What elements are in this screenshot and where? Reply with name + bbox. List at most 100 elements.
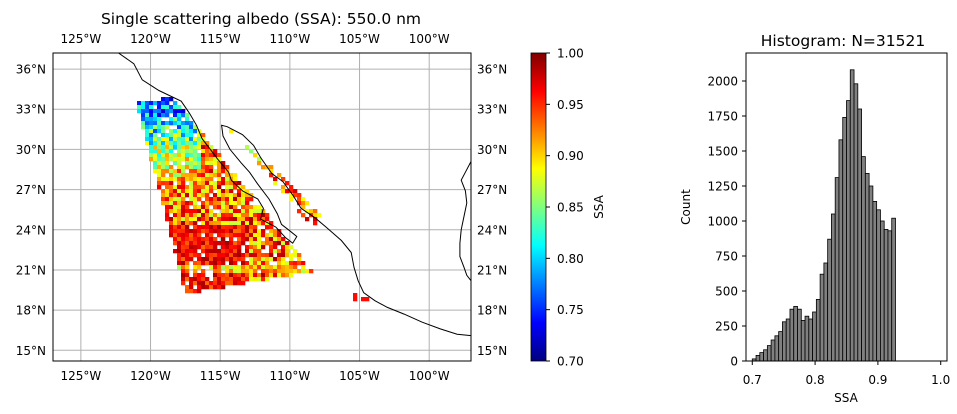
ssa-cell [313,217,318,222]
ssa-cell [205,285,210,290]
ssa-cell [233,181,238,186]
ssa-cell [233,253,238,258]
ssa-cell [217,173,222,178]
ssa-cell [209,213,214,218]
ssa-cell [193,173,198,178]
histogram-bar [883,228,889,362]
ssa-cell [185,141,190,146]
ssa-cell [273,245,278,250]
ssa-cell [185,157,190,162]
ssa-cell [217,273,222,278]
ssa-cell [197,177,202,182]
ssa-cell [173,249,178,254]
ssa-cell [213,157,218,162]
ssa-cell [173,121,178,126]
ssa-cell [221,201,226,206]
ssa-cell [165,169,170,174]
ssa-cell [185,229,190,234]
map-x-tick-top: 115°W [200,32,241,46]
ssa-cell [193,261,198,266]
ssa-cell [165,161,170,166]
ssa-cell [185,161,190,166]
ssa-cell [185,133,190,138]
ssa-cell [149,149,154,154]
ssa-cell [229,237,234,242]
ssa-cell [209,209,214,214]
ssa-cell [189,201,194,206]
ssa-cell [257,157,262,162]
ssa-cell [161,141,166,146]
ssa-cell [189,189,194,194]
map-y-tick-left: 33°N [16,103,46,117]
ssa-cell [241,257,246,262]
ssa-cell [189,217,194,222]
ssa-cell [201,137,206,142]
ssa-cell [277,237,282,242]
ssa-cell [193,161,198,166]
ssa-cell [249,217,254,222]
ssa-cell [365,297,370,302]
ssa-cell [281,245,286,250]
ssa-cell [221,241,226,246]
ssa-cell [193,289,198,294]
ssa-cell [165,209,170,214]
ssa-cell [217,253,222,258]
ssa-cell [237,281,242,286]
ssa-cell [177,109,182,114]
ssa-cell [253,217,258,222]
ssa-cell [201,241,206,246]
histogram-bar [891,217,896,362]
ssa-cell [245,269,250,274]
ssa-cell [189,133,194,138]
ssa-cell [241,269,246,274]
ssa-cell [181,169,186,174]
ssa-cell [245,229,250,234]
ssa-cell [205,141,210,146]
ssa-cell [173,113,178,118]
ssa-cell [229,181,234,186]
ssa-cell [237,277,242,282]
ssa-cell [221,161,226,166]
ssa-cell [177,141,182,146]
ssa-cell [193,237,198,242]
ssa-cell [301,265,306,270]
ssa-cell [181,209,186,214]
ssa-cell [233,281,238,286]
ssa-cell [205,173,210,178]
ssa-cell [225,189,230,194]
ssa-cell [169,177,174,182]
ssa-cell [221,257,226,262]
ssa-cell [169,157,174,162]
ssa-cell [245,205,250,210]
ssa-cell [197,213,202,218]
ssa-cell [269,225,274,230]
ssa-cell [173,177,178,182]
ssa-cell [169,169,174,174]
ssa-cell [261,253,266,258]
ssa-cell [241,261,246,266]
ssa-cell [289,189,294,194]
ssa-cell [169,109,174,114]
ssa-cell [213,201,218,206]
ssa-cell [197,173,202,178]
ssa-cell [185,117,190,122]
ssa-cell [213,149,218,154]
ssa-cell [177,145,182,150]
ssa-cell [181,249,186,254]
histogram-bar [838,139,844,362]
histogram-bar [864,172,870,362]
ssa-cell [181,129,186,134]
ssa-cell [269,273,274,278]
ssa-cell [189,137,194,142]
histogram-bar [887,230,893,362]
ssa-cell [185,189,190,194]
ssa-cell [157,137,162,142]
ssa-cell [281,185,286,190]
ssa-cell [253,265,258,270]
ssa-cell [153,141,158,146]
ssa-cell [257,233,262,238]
ssa-cell [157,165,162,170]
ssa-cell [213,181,218,186]
ssa-cell [185,257,190,262]
ssa-cell [213,269,218,274]
